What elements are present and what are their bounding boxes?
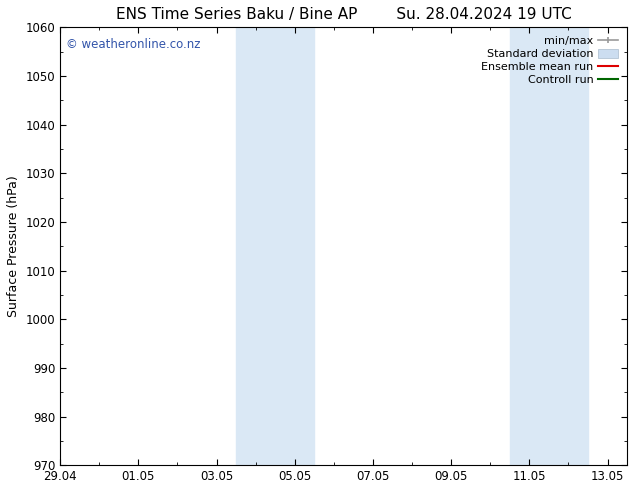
Text: © weatheronline.co.nz: © weatheronline.co.nz	[66, 38, 200, 51]
Bar	[236, 27, 314, 465]
Legend: min/max, Standard deviation, Ensemble mean run, Controll run: min/max, Standard deviation, Ensemble me…	[478, 33, 621, 88]
Y-axis label: Surface Pressure (hPa): Surface Pressure (hPa)	[7, 175, 20, 317]
Bar	[510, 27, 588, 465]
Title: ENS Time Series Baku / Bine AP        Su. 28.04.2024 19 UTC: ENS Time Series Baku / Bine AP Su. 28.04…	[116, 7, 571, 22]
